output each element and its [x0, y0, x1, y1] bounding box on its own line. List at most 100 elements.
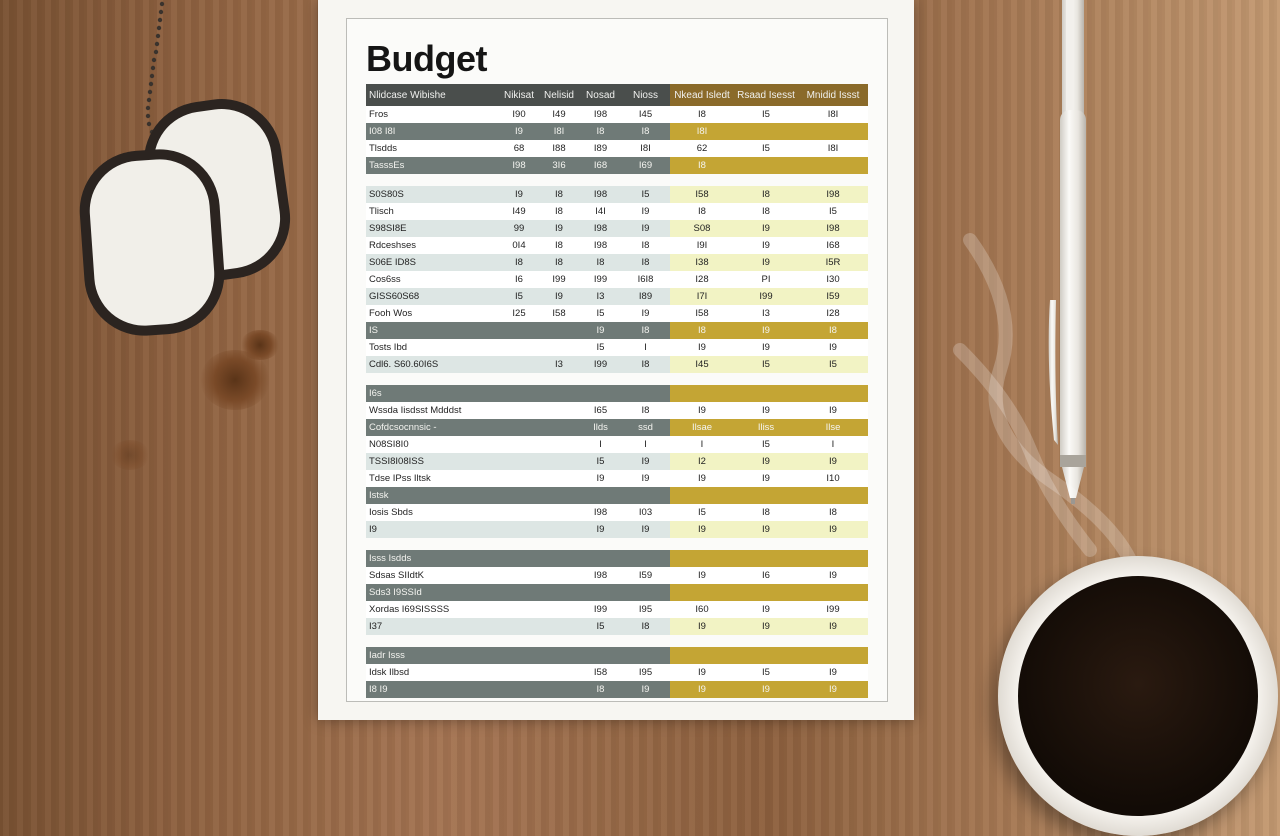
row-value: I9I [670, 237, 734, 254]
row-value [500, 487, 538, 504]
row-value [670, 647, 734, 664]
table-row: Sdsas SIIdtK I98 I59 I9 I6 I9 [366, 567, 868, 584]
table-row: Tlisch I49 I8 I4I I9 I8 I8 I5 [366, 203, 868, 220]
row-value: PI [734, 271, 798, 288]
row-label: S0S80S [366, 186, 500, 203]
table-row: Cos6ss I6 I99 I99 I6I8 I28 PI I30 [366, 271, 868, 288]
row-value: I28 [670, 271, 734, 288]
row-value: I95 [621, 601, 670, 618]
row-value: I99 [734, 288, 798, 305]
row-value: I59 [798, 288, 868, 305]
row-label: Istsk [366, 487, 500, 504]
row-value: I9 [798, 453, 868, 470]
coffee [1018, 576, 1258, 816]
header-cell: Nkead Isledt [670, 84, 734, 106]
row-value: 68 [500, 140, 538, 157]
row-value: I8 [621, 402, 670, 419]
row-value: I9 [734, 254, 798, 271]
row-value: I9 [621, 220, 670, 237]
row-value: I9 [734, 339, 798, 356]
wood-knot [110, 440, 150, 470]
row-value: I99 [538, 271, 580, 288]
row-value: I9 [734, 470, 798, 487]
row-value: I9 [734, 453, 798, 470]
row-value [500, 550, 538, 567]
row-value: I [621, 339, 670, 356]
row-value: I5 [580, 339, 621, 356]
budget-table: Nlidcase Wibishe Nikisat Nelisid Nosad N… [366, 84, 868, 698]
row-value [538, 436, 580, 453]
table-row: Xordas I69SISSSS I99 I95 I60 I9 I99 [366, 601, 868, 618]
table-row: GISS60S68 I5 I9 I3 I89 I7I I99 I59 [366, 288, 868, 305]
row-value: I9 [734, 681, 798, 698]
row-label: I8 I9 [366, 681, 500, 698]
row-value [538, 584, 580, 601]
row-value [500, 618, 538, 635]
table-row: I37 I5 I8 I9 I9 I9 [366, 618, 868, 635]
row-label: I9 [366, 521, 500, 538]
row-value: I99 [580, 356, 621, 373]
row-value: I99 [798, 601, 868, 618]
table-row: Isss Isdds [366, 550, 868, 567]
document-title: Budget [366, 38, 487, 79]
wood-knot [240, 330, 280, 360]
row-label: Xordas I69SISSSS [366, 601, 500, 618]
table-row: Tosts Ibd I5 I I9 I9 I9 [366, 339, 868, 356]
row-value [670, 584, 734, 601]
row-value: I9 [798, 402, 868, 419]
row-value: I98 [580, 237, 621, 254]
row-value: I9 [500, 123, 538, 140]
row-value: I99 [580, 601, 621, 618]
row-value: I98 [798, 220, 868, 237]
row-value: I5 [734, 356, 798, 373]
pen [1048, 0, 1086, 504]
row-label: S98SI8E [366, 220, 500, 237]
row-value [500, 681, 538, 698]
row-label: Tlsdds [366, 140, 500, 157]
row-value: I [621, 436, 670, 453]
row-value: I8 [538, 237, 580, 254]
row-value: I9 [670, 521, 734, 538]
row-value [500, 453, 538, 470]
table-row: Fooh Wos I25 I58 I5 I9 I58 I3 I28 [366, 305, 868, 322]
row-value [538, 419, 580, 436]
row-value: I58 [670, 305, 734, 322]
row-label: Wssda Iisdsst Mdddst [366, 402, 500, 419]
row-value [580, 584, 621, 601]
row-value [500, 322, 538, 339]
table-row: I08 I8I I9 I8I I8 I8 I8I [366, 123, 868, 140]
row-value [798, 157, 868, 174]
row-value: I98 [580, 106, 621, 123]
row-value [734, 123, 798, 140]
row-value [734, 647, 798, 664]
row-value: I8I [798, 140, 868, 157]
row-value: I59 [621, 567, 670, 584]
header-cell: Nelisid [543, 89, 574, 101]
row-value: I9 [670, 567, 734, 584]
row-value: I8I [621, 140, 670, 157]
row-value [798, 123, 868, 140]
row-value: I49 [538, 106, 580, 123]
row-value: I89 [621, 288, 670, 305]
row-value: I95 [621, 664, 670, 681]
row-value [500, 584, 538, 601]
row-value: I9 [580, 470, 621, 487]
row-value: I9 [798, 618, 868, 635]
row-value [798, 550, 868, 567]
row-value: I8 [621, 356, 670, 373]
row-value: I90 [500, 106, 538, 123]
row-value: I3 [580, 288, 621, 305]
row-value [538, 567, 580, 584]
row-label: Cos6ss [366, 271, 500, 288]
row-value: I8 [580, 123, 621, 140]
row-value: ssd [621, 419, 670, 436]
row-value [538, 618, 580, 635]
row-value [538, 339, 580, 356]
row-value: I9 [798, 339, 868, 356]
row-value: I65 [580, 402, 621, 419]
row-label: S06E ID8S [366, 254, 500, 271]
table-body: Fros I90 I49 I98 I45 I8 I5 I8I I08 I8I I9 I8I I8 I8 I… [366, 106, 868, 698]
table-row: Istsk [366, 487, 868, 504]
row-value: I9 [734, 601, 798, 618]
row-value: I5 [580, 618, 621, 635]
